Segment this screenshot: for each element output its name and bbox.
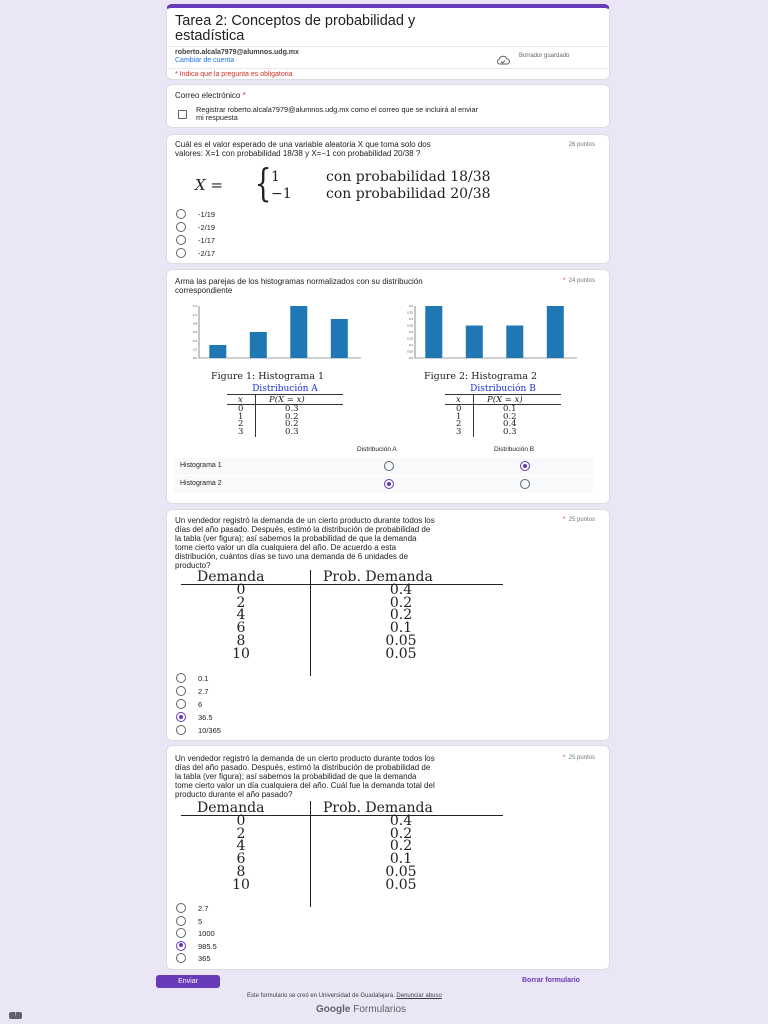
hist1-dist-b-radio[interactable] — [520, 461, 530, 471]
histogram-2-chart: 0.4 0.35 0.3 0.25 0.2 0.15 0.1 0.05 0.0 — [407, 304, 577, 360]
submit-button[interactable]: Enviar — [156, 975, 220, 988]
q3-option-3-label: 36.5 — [198, 713, 213, 722]
q4-option-2-radio[interactable] — [176, 928, 186, 938]
question-1-text: Cuál es el valor esperado de una variabl… — [175, 140, 431, 158]
q1-option-2-radio[interactable] — [176, 235, 186, 245]
q4-demand-table: Demanda Prob. Demanda 0 0.4 2 0.2 4 0.2 6 0.1 8 0.0… — [181, 800, 503, 907]
q1-option-0-label: -1/19 — [198, 210, 216, 219]
histogram-y-tick-label: 0.4 — [193, 339, 198, 343]
required-note: * Indica que la pregunta es obligatoria — [175, 71, 293, 78]
form-title: Tarea 2: Conceptos de probabilidad y est… — [175, 13, 416, 44]
email-question-card: Correo electrónico * Registrar roberto.a… — [166, 84, 610, 128]
q1-option-3-radio[interactable] — [176, 248, 186, 258]
histogram-1-chart: 1.2 1.0 0.8 0.6 0.4 0.2 0.0 — [193, 304, 361, 360]
distribution-b-table: Distribución B x P(X = x) 0 0.1 1 0.2 2 0.4 3 0… — [445, 385, 561, 437]
q4-option-0-label: 2.7 — [198, 904, 209, 913]
hist2-dist-b-radio[interactable] — [520, 479, 530, 489]
histogram-y-tick-label: 0.15 — [407, 337, 413, 341]
histogram-y-tick-label: 0.0 — [193, 356, 198, 360]
q4-option-1-label: 5 — [198, 916, 203, 926]
q3-option-4-label: 10/365 — [198, 726, 221, 735]
question-2-text: Arma las parejas de los histogramas norm… — [175, 277, 423, 295]
footer-notice: Este formulario se creó en Universidad d… — [247, 993, 442, 999]
cloud-saved-icon — [496, 52, 510, 70]
histogram-y-tick-label: 0.25 — [407, 324, 413, 328]
question-2-card: Arma las parejas de los histogramas norm… — [166, 269, 610, 504]
question-2-points: * 24 puntos — [562, 278, 595, 284]
histogram-y-tick-label: 0.6 — [193, 330, 198, 334]
histogram-y-tick-label: 0.0 — [409, 356, 414, 360]
grid-column-header-b: Distribución B — [494, 446, 535, 453]
question-3-text: Un vendedor registró la demanda de un ci… — [175, 516, 435, 570]
form-header-card: Tarea 2: Conceptos de probabilidad y est… — [166, 4, 610, 80]
q3-option-2-label: 6 — [198, 700, 203, 709]
q4-option-3-label: 985.5 — [198, 941, 217, 951]
q3-option-1-label: 2.7 — [198, 687, 209, 696]
question-4-points: * 25 puntos — [562, 755, 595, 761]
account-email: roberto.alcala7979@alumnos.udg.mx — [175, 49, 299, 56]
question-4-card: Un vendedor registró la demanda de un ci… — [166, 745, 610, 970]
google-forms-logo: Google Formularios — [316, 1004, 407, 1015]
hist2-dist-a-radio[interactable] — [384, 479, 394, 489]
record-email-checkbox[interactable] — [178, 110, 187, 119]
help-report-icon[interactable]: ! — [9, 1012, 22, 1019]
question-3-points: * 25 puntos — [562, 517, 595, 523]
record-email-checkbox-label: Registrar roberto.alcala7979@alumnos.udg… — [196, 105, 478, 122]
q1-option-2-label: -1/17 — [198, 236, 216, 245]
histogram-bar — [330, 319, 348, 358]
histogram-y-tick-label: 0.8 — [193, 322, 198, 326]
histogram-y-tick-label: 0.4 — [409, 304, 414, 308]
histogram-y-tick-label: 0.3 — [409, 317, 414, 321]
switch-account-link[interactable]: Cambiar de cuenta — [175, 57, 235, 64]
question-1-points: 26 puntos — [568, 142, 595, 148]
q4-option-4-label: 365 — [198, 954, 211, 963]
histogram-bar — [249, 332, 267, 358]
draft-status: Borrador guardado — [519, 53, 570, 59]
q1-option-0-radio[interactable] — [176, 209, 186, 219]
grid-row-histograma-1: Histograma 1 — [174, 458, 593, 475]
histogram-y-tick-label: 0.2 — [409, 330, 414, 334]
clear-form-button[interactable]: Borrar formulario — [522, 977, 580, 984]
question-4-text: Un vendedor registró la demanda de un ci… — [175, 754, 435, 799]
q4-option-0-radio[interactable] — [176, 903, 186, 913]
question-3-card: Un vendedor registró la demanda de un ci… — [166, 509, 610, 741]
histogram-y-tick-label: 0.1 — [409, 343, 414, 347]
grid-row-histograma-2: Histograma 2 — [174, 476, 593, 493]
histogram-y-tick-label: 1.0 — [193, 313, 198, 317]
histogram-bar — [506, 325, 524, 358]
figure-1-caption: Figure 1: Histograma 1 — [211, 371, 325, 382]
q3-option-3-radio[interactable] — [176, 712, 186, 722]
q3-option-2-radio[interactable] — [176, 699, 186, 709]
q3-option-4-radio[interactable] — [176, 725, 186, 735]
histogram-y-tick-label: 0.2 — [193, 348, 198, 352]
q3-option-1-radio[interactable] — [176, 686, 186, 696]
report-abuse-link[interactable]: Denunciar abuso — [396, 993, 442, 999]
q3-demand-table: Demanda Prob. Demanda 0 0.4 2 0.2 4 0.2 6 0.1 8 0.0… — [181, 569, 503, 676]
q3-option-0-radio[interactable] — [176, 673, 186, 683]
histogram-y-tick-label: 0.05 — [407, 350, 413, 354]
question-1-card: Cuál es el valor esperado de una variabl… — [166, 134, 610, 264]
histogram-bar — [425, 306, 443, 358]
figure-2-caption: Figure 2: Histograma 2 — [424, 371, 538, 382]
histogram-bar — [209, 345, 227, 358]
histogram-bar — [290, 306, 308, 358]
grid-column-header-a: Distribución A — [357, 446, 397, 453]
q4-option-1-radio[interactable] — [176, 915, 186, 926]
histogram-y-tick-label: 1.2 — [193, 304, 198, 308]
q3-option-0-label: 0.1 — [198, 674, 209, 683]
expected-value-formula: X = { 1 con probabilidad 18/38 −1 con pr… — [195, 161, 491, 205]
email-question-label: Correo electrónico * — [175, 91, 246, 100]
histogram-bar — [465, 325, 483, 358]
q1-option-1-radio[interactable] — [176, 222, 186, 232]
q4-option-2-label: 1000 — [198, 929, 215, 938]
q1-option-1-label: -2/19 — [198, 223, 216, 232]
q1-option-3-label: -2/17 — [198, 249, 216, 258]
q4-option-3-radio[interactable] — [176, 940, 186, 951]
q4-option-4-radio[interactable] — [176, 953, 186, 963]
hist1-dist-a-radio[interactable] — [384, 461, 394, 471]
histogram-bar — [546, 306, 564, 358]
distribution-a-table: Distribución A x P(X = x) 0 0.3 1 0.2 2 0.2 3 0… — [227, 385, 343, 437]
histogram-y-tick-label: 0.35 — [407, 311, 413, 315]
